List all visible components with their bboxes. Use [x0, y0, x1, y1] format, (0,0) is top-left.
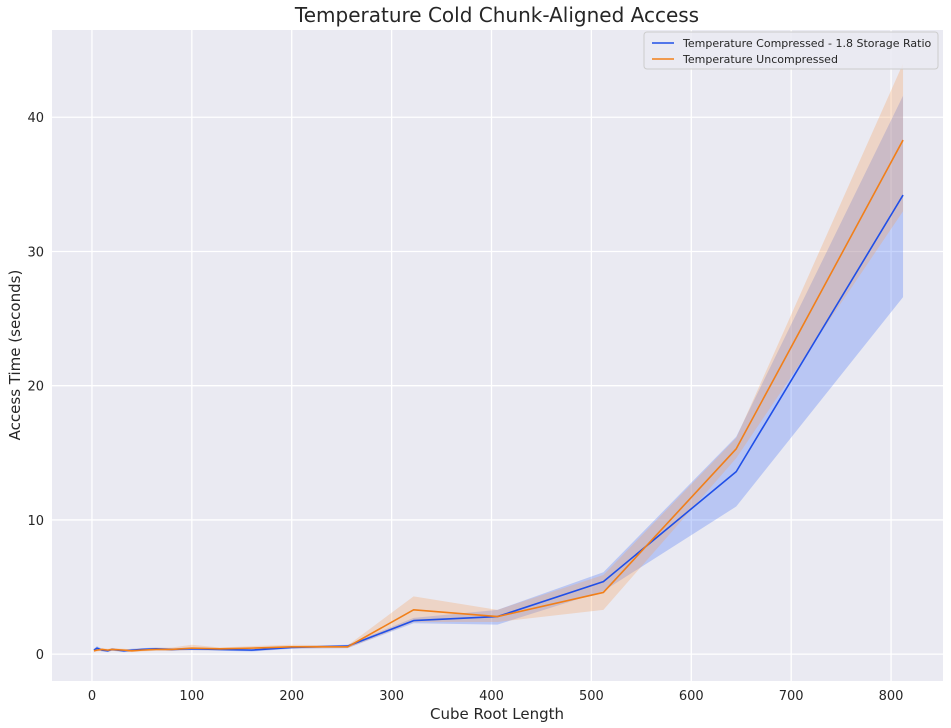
y-axis-label: Access Time (seconds) [6, 270, 24, 441]
x-tick-label: 200 [279, 689, 304, 704]
chart-title: Temperature Cold Chunk-Aligned Access [294, 3, 699, 27]
x-tick-label: 600 [679, 689, 704, 704]
series-line-1 [93, 139, 904, 652]
y-tick-label: 40 [27, 111, 44, 126]
x-tick-label: 500 [579, 689, 604, 704]
y-tick-label: 30 [27, 245, 44, 260]
x-tick-label: 700 [779, 689, 804, 704]
x-tick-label: 400 [479, 689, 504, 704]
x-axis-label: Cube Root Length [430, 705, 564, 723]
y-tick-label: 10 [27, 514, 44, 529]
x-tick-labels: 0 100 200 300 400 500 600 700 800 [88, 689, 904, 704]
series-lines [93, 139, 904, 652]
legend-label-0: Temperature Compressed - 1.8 Storage Rat… [682, 37, 932, 50]
legend: Temperature Compressed - 1.8 Storage Rat… [643, 31, 939, 70]
x-tick-label: 300 [379, 689, 404, 704]
y-tick-label: 0 [36, 648, 44, 663]
legend-box [643, 31, 939, 70]
confidence-bands [93, 63, 904, 653]
x-tick-label: 800 [879, 689, 904, 704]
grid [52, 30, 943, 681]
y-tick-label: 20 [27, 380, 44, 395]
x-tick-label: 100 [179, 689, 204, 704]
y-tick-labels: 0 10 20 30 40 [27, 111, 44, 663]
legend-label-1: Temperature Uncompressed [682, 53, 838, 66]
plot-background [52, 30, 943, 681]
x-tick-label: 0 [88, 689, 96, 704]
confidence-band-0 [93, 95, 904, 653]
